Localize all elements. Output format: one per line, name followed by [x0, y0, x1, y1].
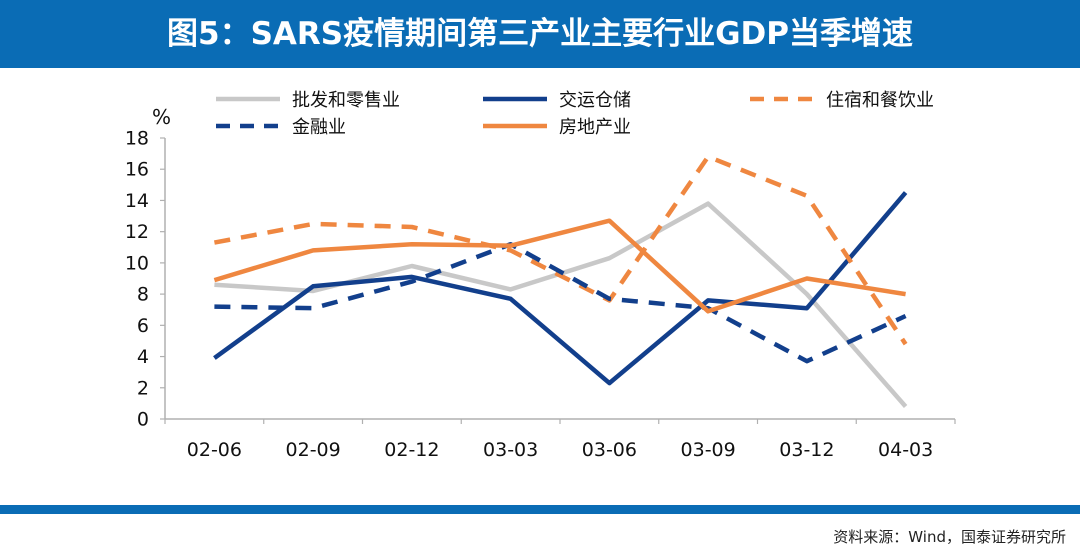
chart-title: 图5：SARS疫情期间第三产业主要行业GDP当季增速 [167, 16, 913, 52]
x-tick-label: 03-06 [582, 439, 637, 461]
y-tick-label: 2 [137, 377, 149, 399]
series-line-4 [213, 218, 906, 314]
legend-label-0: 批发和零售业 [292, 90, 400, 111]
y-tick-label: 18 [125, 128, 149, 150]
y-tick-label: 4 [137, 346, 149, 368]
y-tick-label: 14 [125, 190, 149, 212]
header-bar: 图5：SARS疫情期间第三产业主要行业GDP当季增速 [0, 0, 1080, 68]
legend-label-1: 交运仓储 [559, 90, 631, 111]
legend-label-2: 住宿和餐饮业 [826, 90, 934, 111]
x-tick-label: 02-09 [286, 439, 341, 461]
y-tick-label: 8 [137, 284, 149, 306]
x-tick-label: 02-12 [384, 439, 439, 461]
footer-bar [0, 505, 1080, 514]
x-tick-label: 03-09 [681, 439, 736, 461]
legend-label-3: 金融业 [292, 117, 346, 138]
legend-label-4: 房地产业 [559, 117, 631, 138]
y-tick-label: 0 [137, 409, 149, 431]
y-tick-label: 12 [125, 221, 149, 243]
line-chart: 0 2 4 6 8 10 12 14 16 18% 02-06 02-09 02-12 03-03 03-0… [125, 90, 956, 461]
x-tick-label: 02-06 [187, 439, 242, 461]
y-tick-label: 6 [137, 315, 149, 337]
source-note: 资料来源：Wind，国泰证券研究所 [833, 528, 1066, 546]
series-line-1 [213, 191, 908, 386]
x-tick-label: 03-03 [483, 439, 538, 461]
y-tick-label: 16 [125, 159, 149, 181]
series-line-3 [214, 241, 907, 364]
y-unit-label: % [152, 105, 171, 129]
x-tick-label: 04-03 [878, 439, 933, 461]
series-line-2 [213, 154, 908, 346]
x-tick-label: 03-12 [779, 439, 834, 461]
y-tick-label: 10 [125, 252, 149, 274]
